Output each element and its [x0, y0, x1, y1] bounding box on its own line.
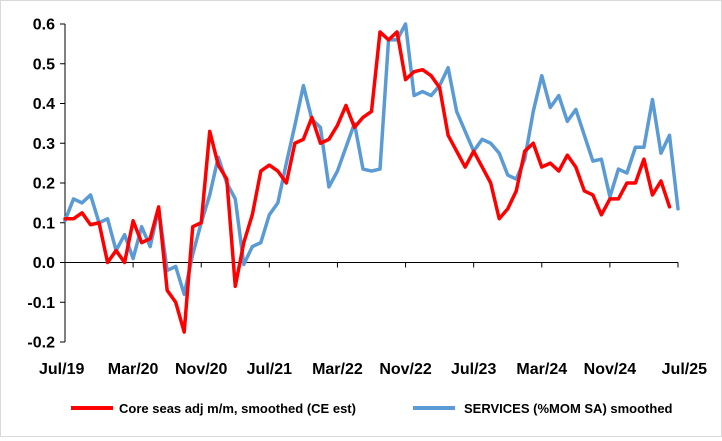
x-tick-label: Nov/20 [175, 361, 228, 378]
series-line-services [63, 22, 680, 297]
x-tick-label: Jul/21 [247, 361, 292, 378]
y-tick-label: -0.1 [27, 295, 55, 312]
y-tick-label: 0.0 [33, 255, 55, 272]
x-tick-label: Nov/24 [584, 361, 637, 378]
legend-item-services: SERVICES (%MOM SA) smoothed [413, 401, 673, 416]
x-tick-label: Mar/22 [312, 361, 363, 378]
x-axis-ticks: Jul/19 Mar/20 Nov/20 Jul/21 Mar/22 Nov/22 Jul/… [39, 262, 707, 378]
y-tick-label: 0.5 [33, 56, 55, 73]
axes-layer [64, 24, 678, 342]
y-tick-label: 0.1 [33, 215, 55, 232]
legend-label: SERVICES (%MOM SA) smoothed [464, 401, 673, 416]
y-tick-label: 0.2 [33, 176, 55, 193]
legend-label: Core seas adj m/m, smoothed (CE est) [119, 401, 356, 416]
x-tick-label: Jul/25 [662, 361, 707, 378]
series-line-core [63, 30, 672, 334]
legend: Core seas adj m/m, smoothed (CE est) SERV… [71, 401, 673, 416]
x-tick-label: Jul/23 [451, 361, 496, 378]
series-layer [63, 22, 680, 334]
x-tick-label: Jul/19 [39, 361, 84, 378]
y-tick-label: 0.4 [33, 96, 55, 113]
x-tick-label: Mar/20 [108, 361, 159, 378]
y-tick-label: -0.2 [27, 335, 55, 352]
legend-item-core: Core seas adj m/m, smoothed (CE est) [71, 401, 356, 416]
y-tick-label: 0.3 [33, 136, 55, 153]
x-tick-label: Mar/24 [516, 361, 567, 378]
y-axis-ticks: -0.2 -0.1 0.0 0.1 0.2 0.3 0.4 0.5 0.6 [27, 17, 65, 352]
x-tick-label: Nov/22 [379, 361, 432, 378]
y-tick-label: 0.6 [33, 17, 55, 34]
